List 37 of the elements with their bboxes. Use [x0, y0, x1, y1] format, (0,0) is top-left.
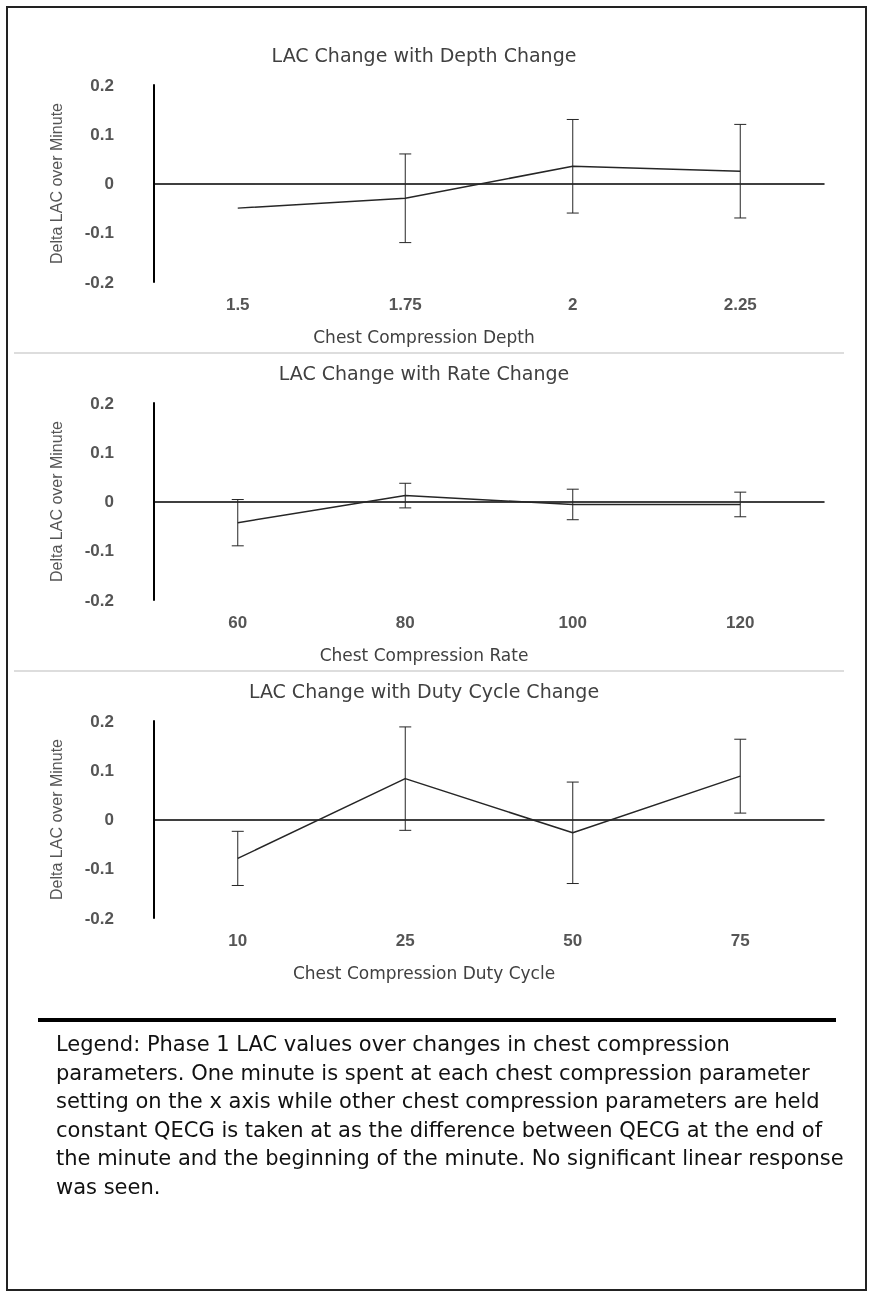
- chart-title: LAC Change with Rate Change: [278, 361, 570, 384]
- y-tick-label: -0.2: [84, 908, 114, 928]
- chart-title: LAC Change with Depth Change: [271, 43, 577, 66]
- x-tick-label: 100: [558, 613, 587, 632]
- y-tick-label: -0.2: [84, 272, 114, 292]
- y-tick-label: -0.1: [84, 223, 114, 243]
- x-tick-label: 50: [563, 931, 583, 950]
- y-tick-label: 0.1: [90, 760, 114, 780]
- text: Legend: Phase 1 LAC values over changes in chest compression parameters. One minute is spent at each chest compression parameter setting on the x axis while other chest compression parameters are held constant QECG is taken at as the difference between QECG at the end of the minute and the beginning of the minute. No significant linear response was seen.: [56, 1031, 845, 1201]
- y-tick-label: 0.1: [90, 442, 114, 462]
- x-tick-label: 80: [395, 613, 415, 632]
- x-tick-label: 75: [730, 931, 750, 950]
- y-tick-label: 0: [104, 492, 114, 511]
- y-axis-title: Delta LAC over Minute: [47, 420, 65, 582]
- x-tick-label: 1.75: [388, 295, 422, 314]
- x-tick-label: 1.5: [225, 295, 250, 314]
- y-tick-label: 0: [104, 810, 114, 829]
- chart-title: LAC Change with Duty Cycle Change: [248, 679, 600, 702]
- y-tick-label: 0.1: [90, 124, 114, 144]
- x-tick-label: 2: [568, 295, 578, 314]
- x-axis-title: Chest Compression Depth: [313, 326, 535, 347]
- y-axis-title: Delta LAC over Minute: [47, 738, 65, 900]
- y-tick-label: -0.1: [84, 859, 114, 879]
- x-tick-label: 60: [228, 613, 248, 632]
- y-tick-label: 0.2: [90, 393, 114, 413]
- y-tick-label: 0: [104, 174, 114, 193]
- y-tick-label: -0.1: [84, 541, 114, 561]
- x-axis-title: Chest Compression Duty Cycle: [292, 962, 556, 983]
- x-axis-title: Chest Compression Rate: [319, 644, 529, 665]
- y-axis-title: Delta LAC over Minute: [47, 102, 65, 264]
- y-tick-label: 0.2: [90, 711, 114, 731]
- y-tick-label: -0.2: [84, 590, 114, 610]
- x-tick-label: 120: [726, 613, 755, 632]
- x-tick-label: 2.25: [723, 295, 757, 314]
- x-tick-label: 25: [395, 931, 415, 950]
- x-tick-label: 10: [228, 931, 248, 950]
- y-tick-label: 0.2: [90, 75, 114, 95]
